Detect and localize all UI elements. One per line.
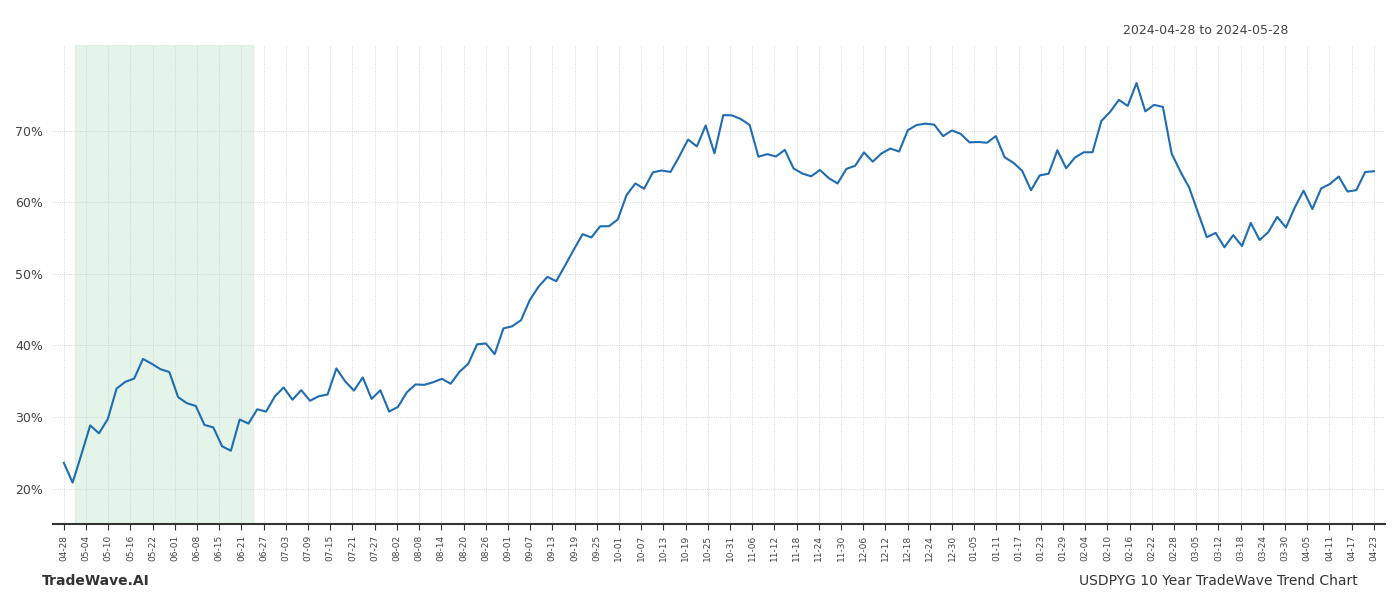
- Text: 2024-04-28 to 2024-05-28: 2024-04-28 to 2024-05-28: [1123, 24, 1288, 37]
- Text: TradeWave.AI: TradeWave.AI: [42, 574, 150, 588]
- Bar: [76, 45, 252, 524]
- Text: USDPYG 10 Year TradeWave Trend Chart: USDPYG 10 Year TradeWave Trend Chart: [1079, 574, 1358, 588]
